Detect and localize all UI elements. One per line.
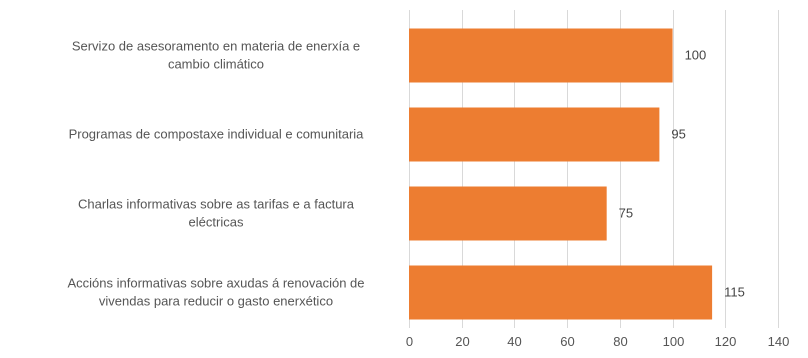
category-label: Accións informativas sobre axudas á reno…	[68, 276, 365, 309]
category-label: Servizo de asesoramento en materia de en…	[72, 39, 360, 72]
category-labels: Servizo de asesoramento en materia de en…	[68, 39, 365, 309]
x-tick-label: 0	[406, 334, 413, 349]
x-tick-label: 20	[455, 334, 469, 349]
data-labels: 100 95 75 115	[619, 48, 745, 300]
category-label: Charlas informativas sobre as tarifas e …	[78, 197, 355, 230]
bar	[409, 265, 713, 320]
data-label: 75	[619, 206, 633, 221]
x-axis-ticks: 0 20 40 60 80 100 120 140	[406, 334, 789, 349]
data-label: 100	[685, 48, 707, 63]
category-label: Programas de compostaxe individual e com…	[69, 127, 365, 142]
x-tick-label: 60	[560, 334, 574, 349]
x-tick-label: 100	[663, 334, 685, 349]
x-tick-label: 140	[768, 334, 790, 349]
category-label-line: Servizo de asesoramento en materia de en…	[72, 39, 360, 54]
category-label-line: vivendas para reducir o gasto enerxético	[99, 294, 333, 309]
x-tick-label: 80	[613, 334, 627, 349]
bar	[409, 28, 673, 83]
category-label-line: cambio climático	[168, 57, 264, 72]
category-label-line: eléctricas	[189, 215, 244, 230]
x-tick-label: 120	[715, 334, 737, 349]
bars	[409, 28, 713, 320]
data-label: 95	[671, 127, 685, 142]
x-tick-label: 40	[507, 334, 521, 349]
category-label-line: Accións informativas sobre axudas á reno…	[68, 276, 365, 291]
data-label: 115	[724, 285, 745, 300]
category-label-line: Programas de compostaxe individual e com…	[69, 127, 365, 142]
bar	[409, 186, 607, 241]
bar	[409, 107, 660, 162]
category-label-line: Charlas informativas sobre as tarifas e …	[78, 197, 355, 212]
